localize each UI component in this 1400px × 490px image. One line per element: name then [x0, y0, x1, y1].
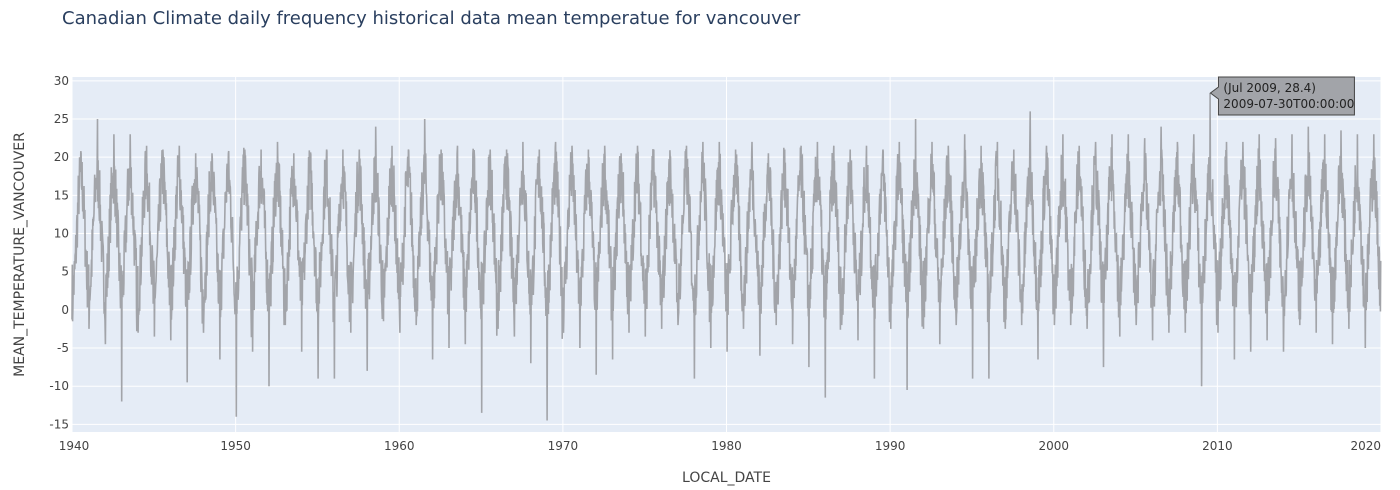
y-tick-label: 5	[61, 265, 69, 279]
chart-title: Canadian Climate daily frequency histori…	[62, 8, 801, 29]
y-tick-label: 10	[54, 227, 69, 241]
x-tick-label: 1950	[220, 439, 251, 453]
x-tick-label: 1940	[59, 439, 90, 453]
y-tick-label: 0	[61, 303, 69, 317]
hover-tooltip-line1: (Jul 2009, 28.4)	[1223, 81, 1316, 95]
x-tick-label: 2000	[1038, 439, 1069, 453]
x-tick-label: 1970	[548, 439, 579, 453]
x-tick-label: 2010	[1202, 439, 1233, 453]
x-tick-label: 1960	[384, 439, 415, 453]
y-tick-label: 15	[54, 188, 69, 202]
y-tick-label: -5	[57, 341, 69, 355]
hover-tooltip-line2: 2009-07-30T00:00:00	[1223, 97, 1354, 111]
y-tick-label: 25	[54, 112, 69, 126]
series-line[interactable]	[71, 92, 1382, 421]
hover-tooltip: (Jul 2009, 28.4) 2009-07-30T00:00:00	[1209, 76, 1355, 116]
y-tick-labels: 30 25 20 15 10 5 0 -5 -10 -15	[49, 74, 69, 432]
y-axis-title: MEAN_TEMPERATURE_VANCOUVER	[12, 132, 28, 377]
y-tick-label: -10	[49, 379, 69, 393]
y-tick-label: 20	[54, 150, 69, 164]
x-tick-label: 1990	[875, 439, 906, 453]
x-axis-title: LOCAL_DATE	[682, 470, 771, 486]
x-tick-labels: 1940 1950 1960 1970 1980 1990 2000 2010 2020	[59, 439, 1381, 453]
hover-tooltip-box	[1209, 76, 1355, 116]
series-layer	[71, 92, 1382, 421]
y-tick-label: 30	[54, 74, 69, 88]
x-tick-label: 1980	[711, 439, 742, 453]
x-tick-label: 2020	[1350, 439, 1381, 453]
y-tick-label: -15	[49, 417, 69, 431]
